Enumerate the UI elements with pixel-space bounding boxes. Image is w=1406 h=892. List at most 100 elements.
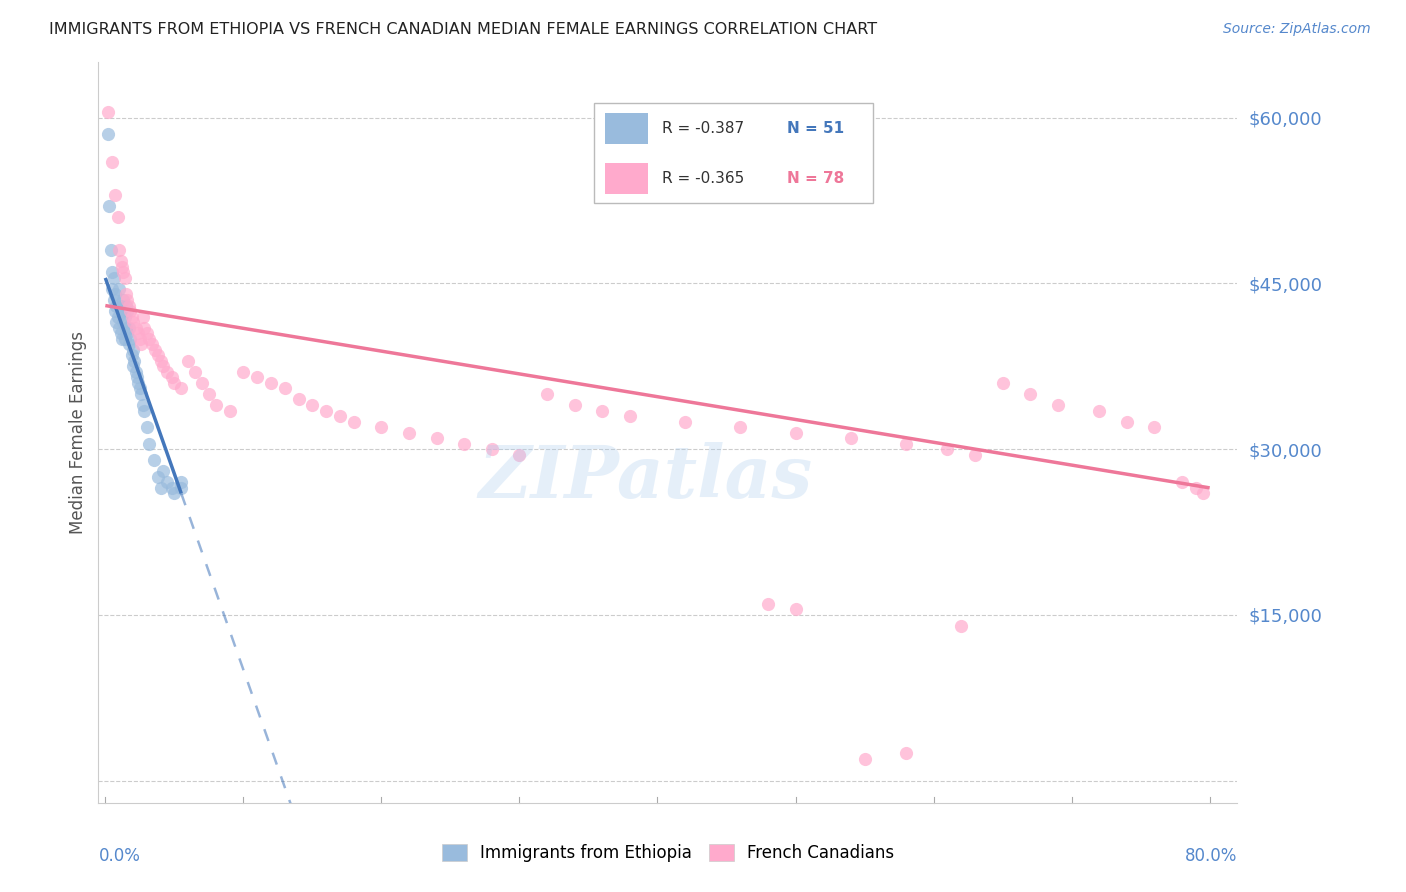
Point [591, 403, 613, 417]
Point [785, 602, 807, 616]
Point [756, 597, 779, 611]
Point [1088, 403, 1111, 417]
Text: R = -0.387: R = -0.387 [662, 120, 744, 136]
Point [127, 376, 149, 390]
Point [124, 353, 146, 368]
Point [114, 310, 136, 324]
Text: 80.0%: 80.0% [1185, 847, 1237, 865]
Point [117, 326, 139, 341]
Point [426, 431, 449, 445]
Point [170, 475, 193, 490]
Point [170, 481, 193, 495]
FancyBboxPatch shape [593, 103, 873, 203]
Point [104, 188, 127, 202]
Point [894, 436, 917, 450]
Point [101, 154, 124, 169]
Point [122, 343, 145, 357]
Point [138, 436, 160, 450]
Point [122, 315, 145, 329]
Point [120, 332, 142, 346]
Point [1115, 415, 1137, 429]
Point [100, 244, 122, 258]
Point [108, 320, 131, 334]
Point [127, 326, 149, 341]
Point [152, 359, 174, 374]
Text: N = 78: N = 78 [787, 170, 845, 186]
Point [343, 415, 366, 429]
Point [191, 376, 214, 390]
Point [508, 448, 530, 462]
Point [146, 348, 169, 362]
Point [260, 376, 283, 390]
Point [103, 293, 125, 307]
Point [114, 271, 136, 285]
Point [105, 315, 128, 329]
Point [101, 282, 124, 296]
Point [142, 453, 165, 467]
Point [619, 409, 641, 423]
Point [114, 332, 136, 346]
Point [141, 337, 163, 351]
Point [146, 470, 169, 484]
Point [536, 387, 558, 401]
Point [950, 619, 973, 633]
Point [184, 365, 207, 379]
Point [97, 128, 120, 142]
Point [156, 475, 179, 490]
Point [564, 398, 586, 412]
Point [111, 304, 134, 318]
Point [370, 420, 392, 434]
Point [1185, 481, 1208, 495]
Text: Source: ZipAtlas.com: Source: ZipAtlas.com [1223, 22, 1371, 37]
Point [125, 370, 148, 384]
Point [121, 310, 143, 324]
Point [839, 431, 862, 445]
Point [853, 751, 876, 765]
Point [135, 326, 157, 341]
Point [232, 365, 254, 379]
Point [673, 415, 696, 429]
Point [107, 310, 129, 324]
Text: R = -0.365: R = -0.365 [662, 170, 744, 186]
Point [118, 299, 141, 313]
Point [785, 425, 807, 440]
Point [101, 265, 124, 279]
Point [894, 746, 917, 760]
Point [170, 381, 193, 395]
Point [110, 254, 132, 268]
Point [160, 481, 183, 495]
Point [121, 348, 143, 362]
Point [110, 326, 132, 341]
Point [163, 486, 186, 500]
Point [108, 244, 131, 258]
Point [453, 436, 475, 450]
Point [105, 299, 128, 313]
Point [1019, 387, 1042, 401]
Point [115, 299, 138, 313]
Point [110, 299, 132, 313]
Point [103, 271, 125, 285]
Point [122, 359, 145, 374]
Point [117, 293, 139, 307]
Point [128, 332, 150, 346]
Point [198, 387, 221, 401]
Point [163, 376, 186, 390]
FancyBboxPatch shape [605, 112, 648, 144]
Point [131, 398, 153, 412]
Point [104, 304, 127, 318]
Point [98, 199, 121, 213]
Point [246, 370, 269, 384]
Point [138, 332, 160, 346]
Point [1171, 475, 1194, 490]
Point [329, 409, 352, 423]
Point [1191, 486, 1213, 500]
Point [129, 387, 152, 401]
Point [97, 105, 120, 120]
Point [132, 320, 155, 334]
Point [398, 425, 420, 440]
Point [117, 304, 139, 318]
Point [111, 332, 134, 346]
Point [135, 420, 157, 434]
Point [108, 282, 131, 296]
Point [481, 442, 503, 457]
